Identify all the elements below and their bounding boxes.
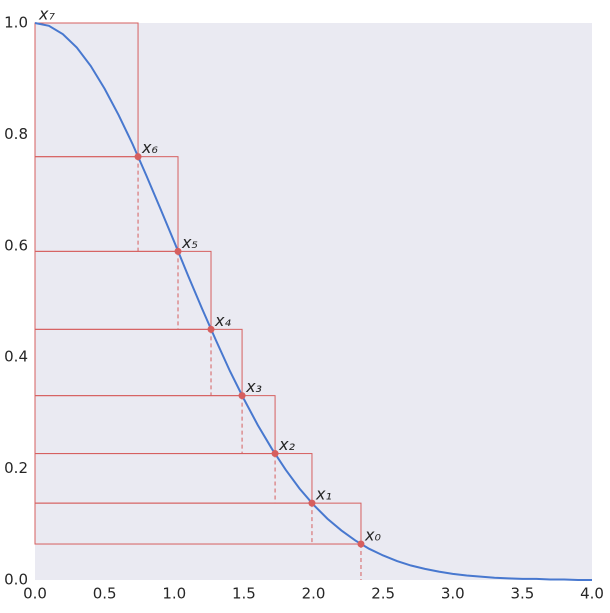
point-label: x₅ — [181, 233, 198, 252]
x-tick-label: 4.0 — [580, 585, 604, 603]
point-label: x₂ — [278, 435, 295, 454]
x-tick-label: 2.5 — [371, 585, 395, 603]
point — [308, 499, 316, 507]
x-tick-label: 3.5 — [510, 585, 534, 603]
x-tick-label: 3.0 — [441, 585, 465, 603]
x-tick-label: 0.0 — [23, 585, 47, 603]
y-tick-label: 0.0 — [4, 571, 28, 589]
point-label: x₁ — [315, 485, 332, 504]
point — [271, 450, 279, 458]
point-label: x₆ — [141, 138, 158, 157]
x-tick-label: 1.0 — [162, 585, 186, 603]
y-tick-label: 0.2 — [4, 459, 28, 477]
plot-area — [35, 23, 592, 580]
point-label: x₃ — [245, 377, 262, 396]
point — [357, 540, 365, 548]
y-tick-label: 0.6 — [4, 236, 28, 254]
y-tick-label: 1.0 — [4, 14, 28, 32]
x-tick-label: 1.5 — [232, 585, 256, 603]
y-tick-label: 0.4 — [4, 348, 28, 366]
layer-box — [34, 22, 139, 158]
point-label: x₄ — [214, 311, 231, 330]
point — [207, 325, 215, 333]
point — [238, 392, 246, 400]
point-label: x₇ — [38, 5, 55, 24]
x-tick-label: 2.0 — [302, 585, 326, 603]
point — [174, 247, 182, 255]
point-label: x₀ — [364, 526, 381, 545]
x-tick-label: 0.5 — [93, 585, 117, 603]
y-tick-label: 0.8 — [4, 125, 28, 143]
point — [134, 153, 142, 161]
